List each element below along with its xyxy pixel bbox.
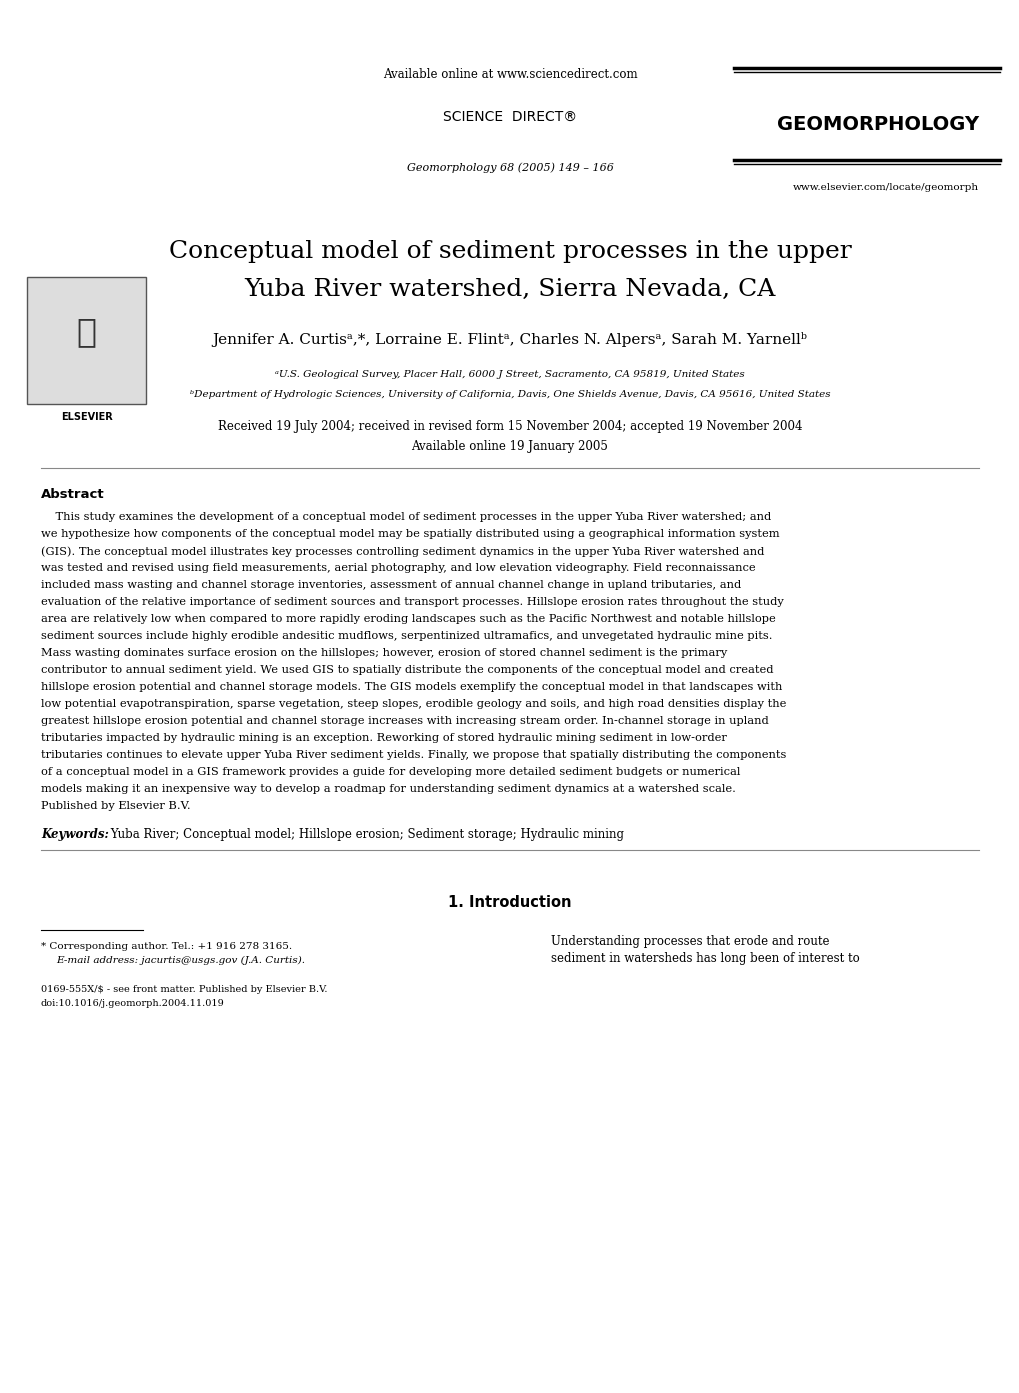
Text: sediment sources include highly erodible andesitic mudflows, serpentinized ultra: sediment sources include highly erodible… xyxy=(41,631,771,641)
Text: Published by Elsevier B.V.: Published by Elsevier B.V. xyxy=(41,801,191,811)
Text: 🌳: 🌳 xyxy=(76,315,97,348)
Text: * Corresponding author. Tel.: +1 916 278 3165.: * Corresponding author. Tel.: +1 916 278… xyxy=(41,942,291,951)
Text: (GIS). The conceptual model illustrates key processes controlling sediment dynam: (GIS). The conceptual model illustrates … xyxy=(41,546,763,557)
Text: www.elsevier.com/locate/geomorph: www.elsevier.com/locate/geomorph xyxy=(793,182,978,192)
Text: Geomorphology 68 (2005) 149 – 166: Geomorphology 68 (2005) 149 – 166 xyxy=(407,162,612,173)
Text: 0169-555X/$ - see front matter. Published by Elsevier B.V.: 0169-555X/$ - see front matter. Publishe… xyxy=(41,985,327,995)
Text: of a conceptual model in a GIS framework provides a guide for developing more de: of a conceptual model in a GIS framework… xyxy=(41,768,740,777)
Text: was tested and revised using field measurements, aerial photography, and low ele: was tested and revised using field measu… xyxy=(41,563,755,573)
Text: low potential evapotranspiration, sparse vegetation, steep slopes, erodible geol: low potential evapotranspiration, sparse… xyxy=(41,699,786,709)
Text: Understanding processes that erode and route: Understanding processes that erode and r… xyxy=(550,935,828,949)
Text: evaluation of the relative importance of sediment sources and transport processe: evaluation of the relative importance of… xyxy=(41,598,783,607)
Text: GEOMORPHOLOGY: GEOMORPHOLOGY xyxy=(776,116,978,134)
Text: tributaries continues to elevate upper Yuba River sediment yields. Finally, we p: tributaries continues to elevate upper Y… xyxy=(41,749,786,761)
Text: Available online at www.sciencedirect.com: Available online at www.sciencedirect.co… xyxy=(382,68,637,81)
Text: Available online 19 January 2005: Available online 19 January 2005 xyxy=(411,440,608,453)
Text: hillslope erosion potential and channel storage models. The GIS models exemplify: hillslope erosion potential and channel … xyxy=(41,683,782,692)
Text: Conceptual model of sediment processes in the upper: Conceptual model of sediment processes i… xyxy=(168,240,851,263)
Text: area are relatively low when compared to more rapidly eroding landscapes such as: area are relatively low when compared to… xyxy=(41,614,774,624)
Text: sediment in watersheds has long been of interest to: sediment in watersheds has long been of … xyxy=(550,951,859,965)
Text: ELSEVIER: ELSEVIER xyxy=(61,412,112,422)
Text: greatest hillslope erosion potential and channel storage increases with increasi: greatest hillslope erosion potential and… xyxy=(41,716,767,726)
Text: E-mail address: jacurtis@usgs.gov (J.A. Curtis).: E-mail address: jacurtis@usgs.gov (J.A. … xyxy=(56,956,305,965)
Text: doi:10.1016/j.geomorph.2004.11.019: doi:10.1016/j.geomorph.2004.11.019 xyxy=(41,999,224,1009)
Text: ᵇDepartment of Hydrologic Sciences, University of California, Davis, One Shields: ᵇDepartment of Hydrologic Sciences, Univ… xyxy=(190,390,829,398)
Text: Yuba River; Conceptual model; Hillslope erosion; Sediment storage; Hydraulic min: Yuba River; Conceptual model; Hillslope … xyxy=(107,827,624,841)
Text: contributor to annual sediment yield. We used GIS to spatially distribute the co: contributor to annual sediment yield. We… xyxy=(41,664,772,676)
Text: Mass wasting dominates surface erosion on the hillslopes; however, erosion of st: Mass wasting dominates surface erosion o… xyxy=(41,648,727,657)
Text: Keywords:: Keywords: xyxy=(41,827,109,841)
Text: Abstract: Abstract xyxy=(41,488,104,501)
Text: SCIENCE  DIRECT®: SCIENCE DIRECT® xyxy=(442,110,577,124)
Text: Received 19 July 2004; received in revised form 15 November 2004; accepted 19 No: Received 19 July 2004; received in revis… xyxy=(217,421,802,433)
Text: Jennifer A. Curtisᵃ,*, Lorraine E. Flintᵃ, Charles N. Alpersᵃ, Sarah M. Yarnellᵇ: Jennifer A. Curtisᵃ,*, Lorraine E. Flint… xyxy=(212,332,807,347)
Text: we hypothesize how components of the conceptual model may be spatially distribut: we hypothesize how components of the con… xyxy=(41,529,779,539)
Text: ᵃU.S. Geological Survey, Placer Hall, 6000 J Street, Sacramento, CA 95819, Unite: ᵃU.S. Geological Survey, Placer Hall, 60… xyxy=(275,371,744,379)
FancyBboxPatch shape xyxy=(28,277,147,404)
Text: Yuba River watershed, Sierra Nevada, CA: Yuba River watershed, Sierra Nevada, CA xyxy=(245,279,774,301)
Text: 1. Introduction: 1. Introduction xyxy=(447,894,572,910)
Text: tributaries impacted by hydraulic mining is an exception. Reworking of stored hy: tributaries impacted by hydraulic mining… xyxy=(41,733,726,742)
Text: included mass wasting and channel storage inventories, assessment of annual chan: included mass wasting and channel storag… xyxy=(41,579,741,591)
Text: models making it an inexpensive way to develop a roadmap for understanding sedim: models making it an inexpensive way to d… xyxy=(41,784,735,794)
Text: This study examines the development of a conceptual model of sediment processes : This study examines the development of a… xyxy=(41,513,770,522)
